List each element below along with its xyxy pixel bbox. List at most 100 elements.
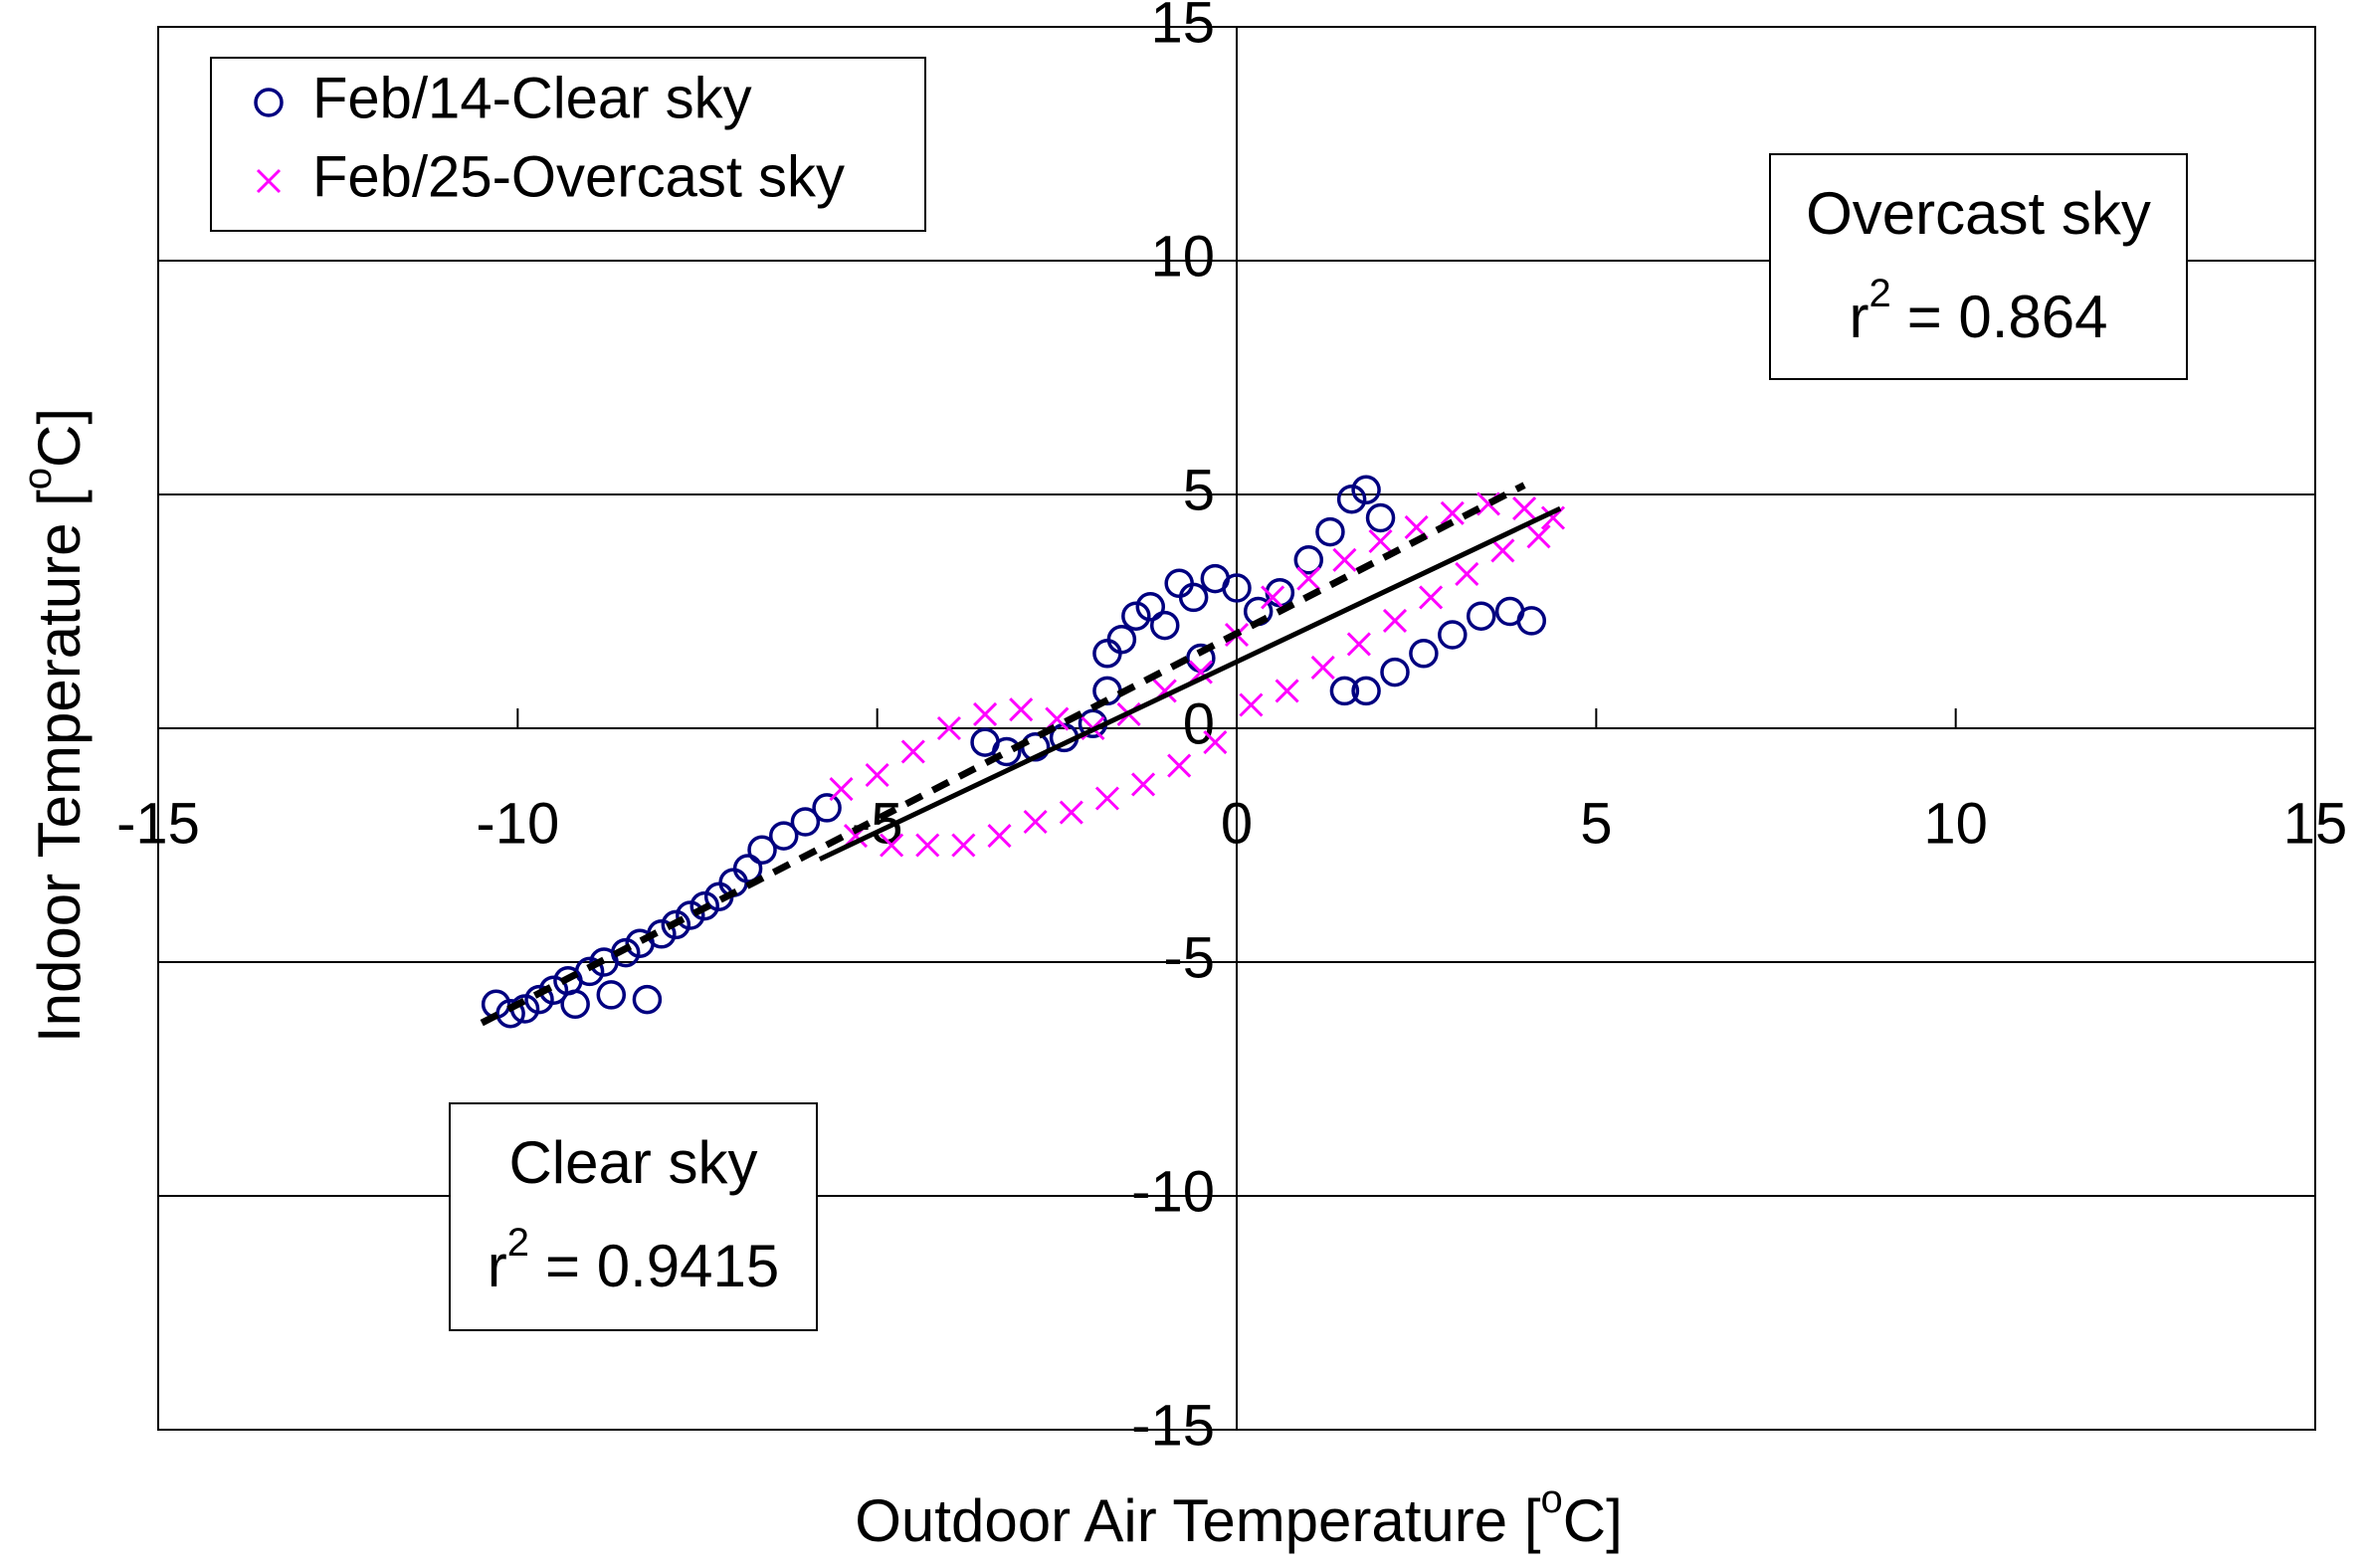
- clear-sky-point: [1222, 573, 1252, 603]
- r2-r: r: [1849, 284, 1868, 350]
- overcast-point: [1167, 753, 1192, 778]
- overcast-point: [1346, 632, 1371, 657]
- overcast-point: [1275, 679, 1299, 703]
- trend-line: [480, 482, 1526, 1027]
- x-tick-label: 15: [2283, 791, 2348, 856]
- overcast-point: [1310, 655, 1335, 680]
- overcast-point: [1490, 538, 1515, 563]
- clear-sky-point: [1438, 620, 1468, 650]
- clear-sky-point: [1106, 624, 1137, 655]
- x-tick-label: -10: [476, 791, 559, 856]
- annotation-title: Overcast sky: [1806, 180, 2151, 247]
- overcast-point: [936, 715, 961, 741]
- y-axis-title-sup: o: [16, 468, 60, 490]
- annotation-box: [449, 1102, 818, 1331]
- legend-marker: [254, 88, 284, 117]
- overcast-point: [1296, 566, 1321, 591]
- clear-sky-point: [689, 890, 719, 921]
- clear-sky-point: [632, 984, 663, 1015]
- clear-sky-point: [1365, 502, 1396, 533]
- overcast-point: [1239, 692, 1264, 717]
- legend-label: Feb/25-Overcast sky: [312, 144, 845, 209]
- clear-sky-point: [747, 835, 777, 865]
- overcast-point: [1455, 561, 1479, 586]
- clear-sky-point: [812, 793, 842, 823]
- y-tick-label: -15: [1131, 1393, 1215, 1458]
- y-axis-title-text: Indoor Temperature [: [26, 490, 93, 1043]
- overcast-point: [1440, 500, 1465, 525]
- clear-sky-point: [768, 821, 799, 851]
- x-tick-label: 10: [1923, 791, 1988, 856]
- overcast-point: [1094, 786, 1119, 811]
- x-axis-title-text: Outdoor Air Temperature [: [855, 1487, 1541, 1554]
- y-tick-label: 5: [1183, 458, 1215, 522]
- x-tick-label: 5: [1580, 791, 1612, 856]
- y-tick-label: 0: [1183, 691, 1215, 756]
- annotation-box: [1769, 153, 2188, 380]
- clear-sky-point: [676, 900, 705, 930]
- clear-sky-point: [1178, 582, 1209, 613]
- clear-sky-point: [610, 937, 641, 968]
- overcast-point: [1009, 697, 1034, 722]
- r2-value: = 0.9415: [545, 1233, 779, 1299]
- annotation-title: Clear sky: [508, 1129, 757, 1196]
- overcast-point: [973, 701, 998, 726]
- r2-sup: 2: [507, 1221, 529, 1265]
- overcast-point: [1261, 585, 1285, 610]
- clear-sky-point: [574, 956, 605, 987]
- x-axis-title-text: C]: [1563, 1487, 1623, 1554]
- overcast-point: [1526, 524, 1551, 549]
- x-tick-label: -15: [116, 791, 200, 856]
- y-axis-title-text: C]: [26, 408, 93, 468]
- x-axis-title: Outdoor Air Temperature [oC]: [855, 1477, 1623, 1554]
- y-tick-label: 15: [1150, 0, 1215, 55]
- clear-sky-point: [1329, 676, 1360, 706]
- annotation-r2: r2 = 0.9415: [488, 1221, 779, 1299]
- annotation-r2: r2 = 0.864: [1849, 272, 2107, 350]
- clear-sky-point: [1351, 676, 1381, 706]
- clear-sky-point: [1315, 516, 1345, 547]
- legend-box: [210, 57, 926, 232]
- clear-sky-point: [1516, 606, 1547, 636]
- clear-sky-point: [790, 807, 821, 837]
- clear-sky-point: [524, 984, 554, 1015]
- clear-sky-point: [495, 998, 525, 1029]
- clear-sky-point: [1466, 601, 1496, 631]
- r2-r: r: [488, 1233, 507, 1299]
- clear-sky-point: [1149, 610, 1180, 641]
- x-tick-label: 0: [1221, 791, 1253, 856]
- overcast-point: [1130, 772, 1156, 797]
- y-axis-title: Indoor Temperature [oC]: [16, 408, 93, 1043]
- overcast-point: [915, 833, 940, 858]
- clear-sky-point: [1351, 475, 1381, 505]
- y-tick-label: -5: [1163, 925, 1215, 990]
- clear-sky-point: [1135, 592, 1166, 622]
- r2-sup: 2: [1868, 272, 1890, 315]
- overcast-point: [1512, 496, 1537, 521]
- clear-sky-point: [1293, 545, 1324, 575]
- overcast-point: [900, 739, 925, 764]
- overcast-point: [1023, 809, 1048, 835]
- overcast-point: [865, 762, 889, 788]
- legend-marker: [256, 168, 282, 194]
- clear-sky-point: [1121, 601, 1151, 631]
- clear-sky-point: [661, 909, 691, 940]
- overcast-point: [1203, 730, 1228, 755]
- clear-sky-point: [560, 989, 590, 1020]
- overcast-point: [1332, 547, 1357, 572]
- overcast-point: [1419, 585, 1444, 610]
- overcast-point: [1059, 800, 1083, 825]
- overcast-point: [987, 824, 1012, 849]
- y-tick-label: 10: [1150, 224, 1215, 289]
- overcast-point: [880, 833, 904, 858]
- clear-sky-point: [1336, 484, 1367, 514]
- clear-sky-point: [732, 854, 763, 883]
- overcast-point: [951, 833, 976, 858]
- legend-label: Feb/14-Clear sky: [312, 66, 752, 130]
- trend-line: [818, 505, 1562, 862]
- overcast-point: [829, 777, 854, 802]
- r2-value: = 0.864: [1907, 284, 2108, 350]
- overcast-point: [1368, 528, 1393, 554]
- clear-sky-point: [1380, 657, 1410, 687]
